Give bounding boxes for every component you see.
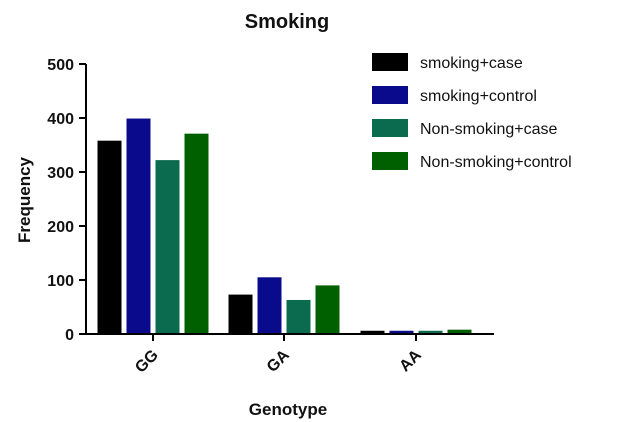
- bar-aa-2: [418, 330, 443, 334]
- bar-ga-2: [286, 299, 311, 334]
- x-axis-label: Genotype: [249, 400, 327, 419]
- bar-gg-2: [155, 160, 180, 334]
- y-tick-label: 300: [47, 165, 74, 182]
- legend: smoking+case smoking+control Non-smoking+c…: [372, 53, 572, 171]
- x-axis: GG GA AA: [86, 333, 494, 377]
- bar-gg-1: [126, 118, 151, 334]
- y-axis-label: Frequency: [15, 156, 34, 243]
- y-axis: 0 100 200 300 400 500: [47, 57, 87, 344]
- bars: [97, 118, 472, 334]
- bar-ga-0: [228, 294, 253, 334]
- chart-title: Smoking: [245, 11, 329, 33]
- legend-swatch: [372, 152, 408, 170]
- y-tick-label: 0: [65, 327, 74, 344]
- bar-aa-1: [389, 330, 414, 334]
- bar-aa-3: [447, 329, 472, 334]
- x-category-label: GG: [132, 347, 162, 377]
- legend-swatch: [372, 86, 408, 104]
- x-category-label: GA: [264, 346, 293, 375]
- bar-gg-3: [184, 133, 209, 334]
- bar-aa-0: [360, 330, 385, 334]
- legend-label: smoking+case: [420, 55, 523, 72]
- y-tick-label: 100: [47, 273, 74, 290]
- legend-label: Non-smoking+case: [420, 121, 558, 138]
- y-tick-label: 400: [47, 111, 74, 128]
- bar-ga-1: [257, 277, 282, 334]
- x-category-label: AA: [396, 346, 425, 375]
- legend-swatch: [372, 53, 408, 71]
- bar-ga-3: [315, 285, 340, 334]
- y-tick-label: 500: [47, 57, 74, 74]
- legend-swatch: [372, 119, 408, 137]
- legend-label: smoking+control: [420, 88, 537, 105]
- bar-gg-0: [97, 140, 122, 334]
- y-tick-label: 200: [47, 219, 74, 236]
- legend-label: Non-smoking+control: [420, 154, 572, 171]
